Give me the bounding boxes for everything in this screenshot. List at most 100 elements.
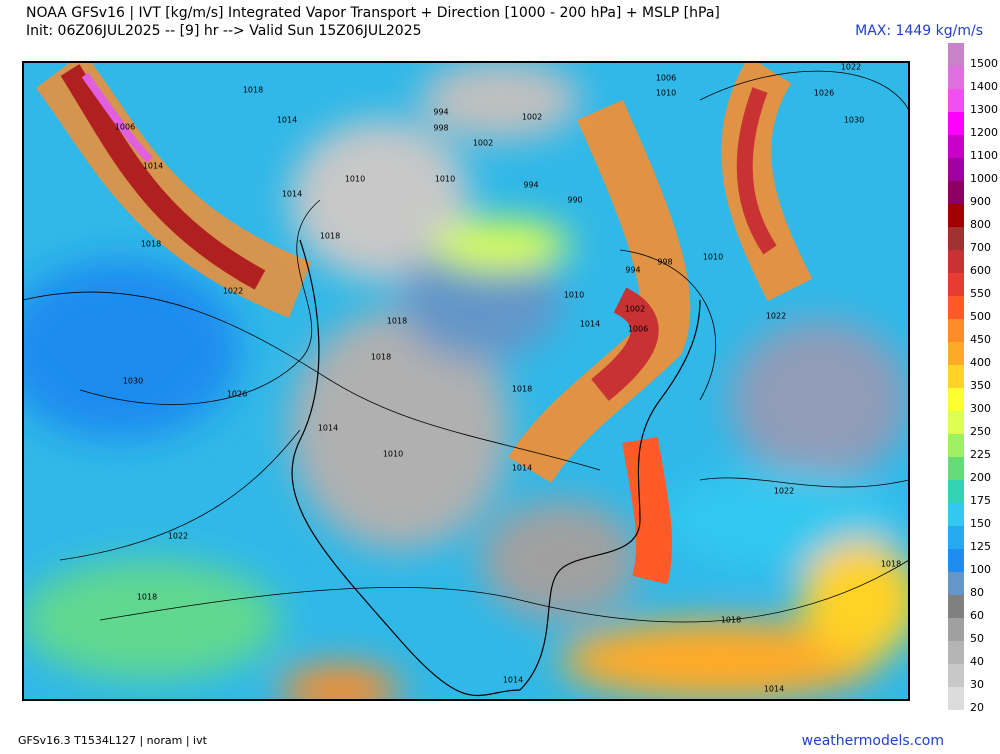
isobar-label: 998 — [433, 124, 448, 133]
isobar-label: 1022 — [168, 532, 188, 541]
isobar-label: 1018 — [243, 86, 263, 95]
river-core — [736, 87, 777, 255]
colorbar-box — [948, 250, 964, 273]
colorbar-label: 550 — [970, 287, 991, 300]
colorbar-box — [948, 319, 964, 342]
colorbar-box — [948, 641, 964, 664]
isobar-label: 1026 — [814, 89, 834, 98]
colorbar: 20 30 40 50 60 80 100 125 150 175 200 225 250 300 350 4… — [948, 43, 998, 714]
colorbar-label: 600 — [970, 264, 991, 277]
colorbar-label: 40 — [970, 655, 984, 668]
colorbar-box — [948, 296, 964, 319]
isobar-label: 1018 — [137, 593, 157, 602]
colorbar-label: 500 — [970, 310, 991, 323]
isobar-label: 1010 — [656, 89, 676, 98]
colorbar-box — [948, 526, 964, 549]
colorbar-box — [948, 135, 964, 158]
colorbar-label: 450 — [970, 333, 991, 346]
river-core — [591, 287, 659, 401]
river-core — [60, 64, 266, 290]
colorbar-box — [948, 66, 964, 89]
colorbar-box — [948, 158, 964, 181]
ivt-blobs — [23, 62, 909, 700]
colorbar-box — [948, 480, 964, 503]
colorbar-box — [948, 595, 964, 618]
isobar-label: 1010 — [345, 175, 365, 184]
isobar-label: 1010 — [383, 450, 403, 459]
colorbar-label: 225 — [970, 448, 991, 461]
isobar-label: 1010 — [435, 175, 455, 184]
colorbar-label: 200 — [970, 471, 991, 484]
isobar-label: 994 — [433, 108, 448, 117]
isobar-label: 990 — [567, 196, 582, 205]
colorbar-box — [948, 457, 964, 480]
colorbar-label: 800 — [970, 218, 991, 231]
isobars — [23, 70, 909, 623]
colorbar-label: 50 — [970, 632, 984, 645]
colorbar-box — [948, 434, 964, 457]
colorbar-label: 300 — [970, 402, 991, 415]
isobar-labels: 1018 1014 1006 1014 1014 1010 1018 1018 1022 1018… — [115, 63, 901, 694]
colorbar-label: 1000 — [970, 172, 998, 185]
colorbar-label: 1500 — [970, 57, 998, 70]
river-band — [508, 99, 691, 484]
isobar-label: 1018 — [721, 616, 741, 625]
colorbar-label: 1100 — [970, 149, 998, 162]
colorbar-label: 900 — [970, 195, 991, 208]
colorbar-box — [948, 112, 964, 135]
isobar-label: 1022 — [841, 63, 861, 72]
colorbar-label: 125 — [970, 540, 991, 553]
map-frame — [22, 61, 910, 701]
isobar-label: 1022 — [223, 287, 243, 296]
colorbar-label: 150 — [970, 517, 991, 530]
river-band — [622, 437, 673, 585]
colorbar-box — [948, 342, 964, 365]
colorbar-label: 30 — [970, 678, 984, 691]
isobar-label: 1018 — [881, 560, 901, 569]
isobar-label: 1030 — [844, 116, 864, 125]
isobar-label: 1018 — [141, 240, 161, 249]
colorbar-box — [948, 664, 964, 687]
isobar-label: 1014 — [143, 162, 163, 171]
isobar-label: 1026 — [227, 390, 247, 399]
isobar-label: 1006 — [628, 325, 648, 334]
colorbar-label: 20 — [970, 701, 984, 714]
colorbar-box — [948, 43, 964, 66]
colorbar-label: 350 — [970, 379, 991, 392]
isobar-label: 1014 — [503, 676, 523, 685]
isobar-label: 1018 — [512, 385, 532, 394]
colorbar-box — [948, 89, 964, 112]
colorbar-box — [948, 572, 964, 595]
colorbar-box — [948, 549, 964, 572]
isobar-label: 1018 — [387, 317, 407, 326]
colorbar-box — [948, 273, 964, 296]
coastline-sketch — [291, 239, 701, 697]
colorbar-label: 80 — [970, 586, 984, 599]
colorbar-label: 400 — [970, 356, 991, 369]
colorbar-box — [948, 181, 964, 204]
footer-right: weathermodels.com — [802, 733, 944, 749]
ivt-field — [23, 62, 909, 700]
isobar-label: 1006 — [656, 74, 676, 83]
max-label: MAX: 1449 kg/m/s — [855, 23, 983, 39]
isobar-label: 994 — [625, 266, 640, 275]
colorbar-box — [948, 227, 964, 250]
colorbar-box — [948, 204, 964, 227]
isobar-label: 1002 — [522, 113, 542, 122]
isobar-label: 1010 — [703, 253, 723, 262]
isobar-label: 1010 — [564, 291, 584, 300]
isobar-label: 998 — [657, 258, 672, 267]
isobar-label: 1002 — [473, 139, 493, 148]
colorbar-label: 175 — [970, 494, 991, 507]
colorbar-box — [948, 388, 964, 411]
colorbar-label: 700 — [970, 241, 991, 254]
isobar-label: 994 — [523, 181, 538, 190]
colorbar-label: 60 — [970, 609, 984, 622]
footer-left: GFSv16.3 T1534L127 | noram | ivt — [18, 734, 208, 747]
colorbar-box — [948, 618, 964, 641]
isobar-label: 1022 — [766, 312, 786, 321]
isobar-label: 1018 — [371, 353, 391, 362]
colorbar-box — [948, 687, 964, 710]
